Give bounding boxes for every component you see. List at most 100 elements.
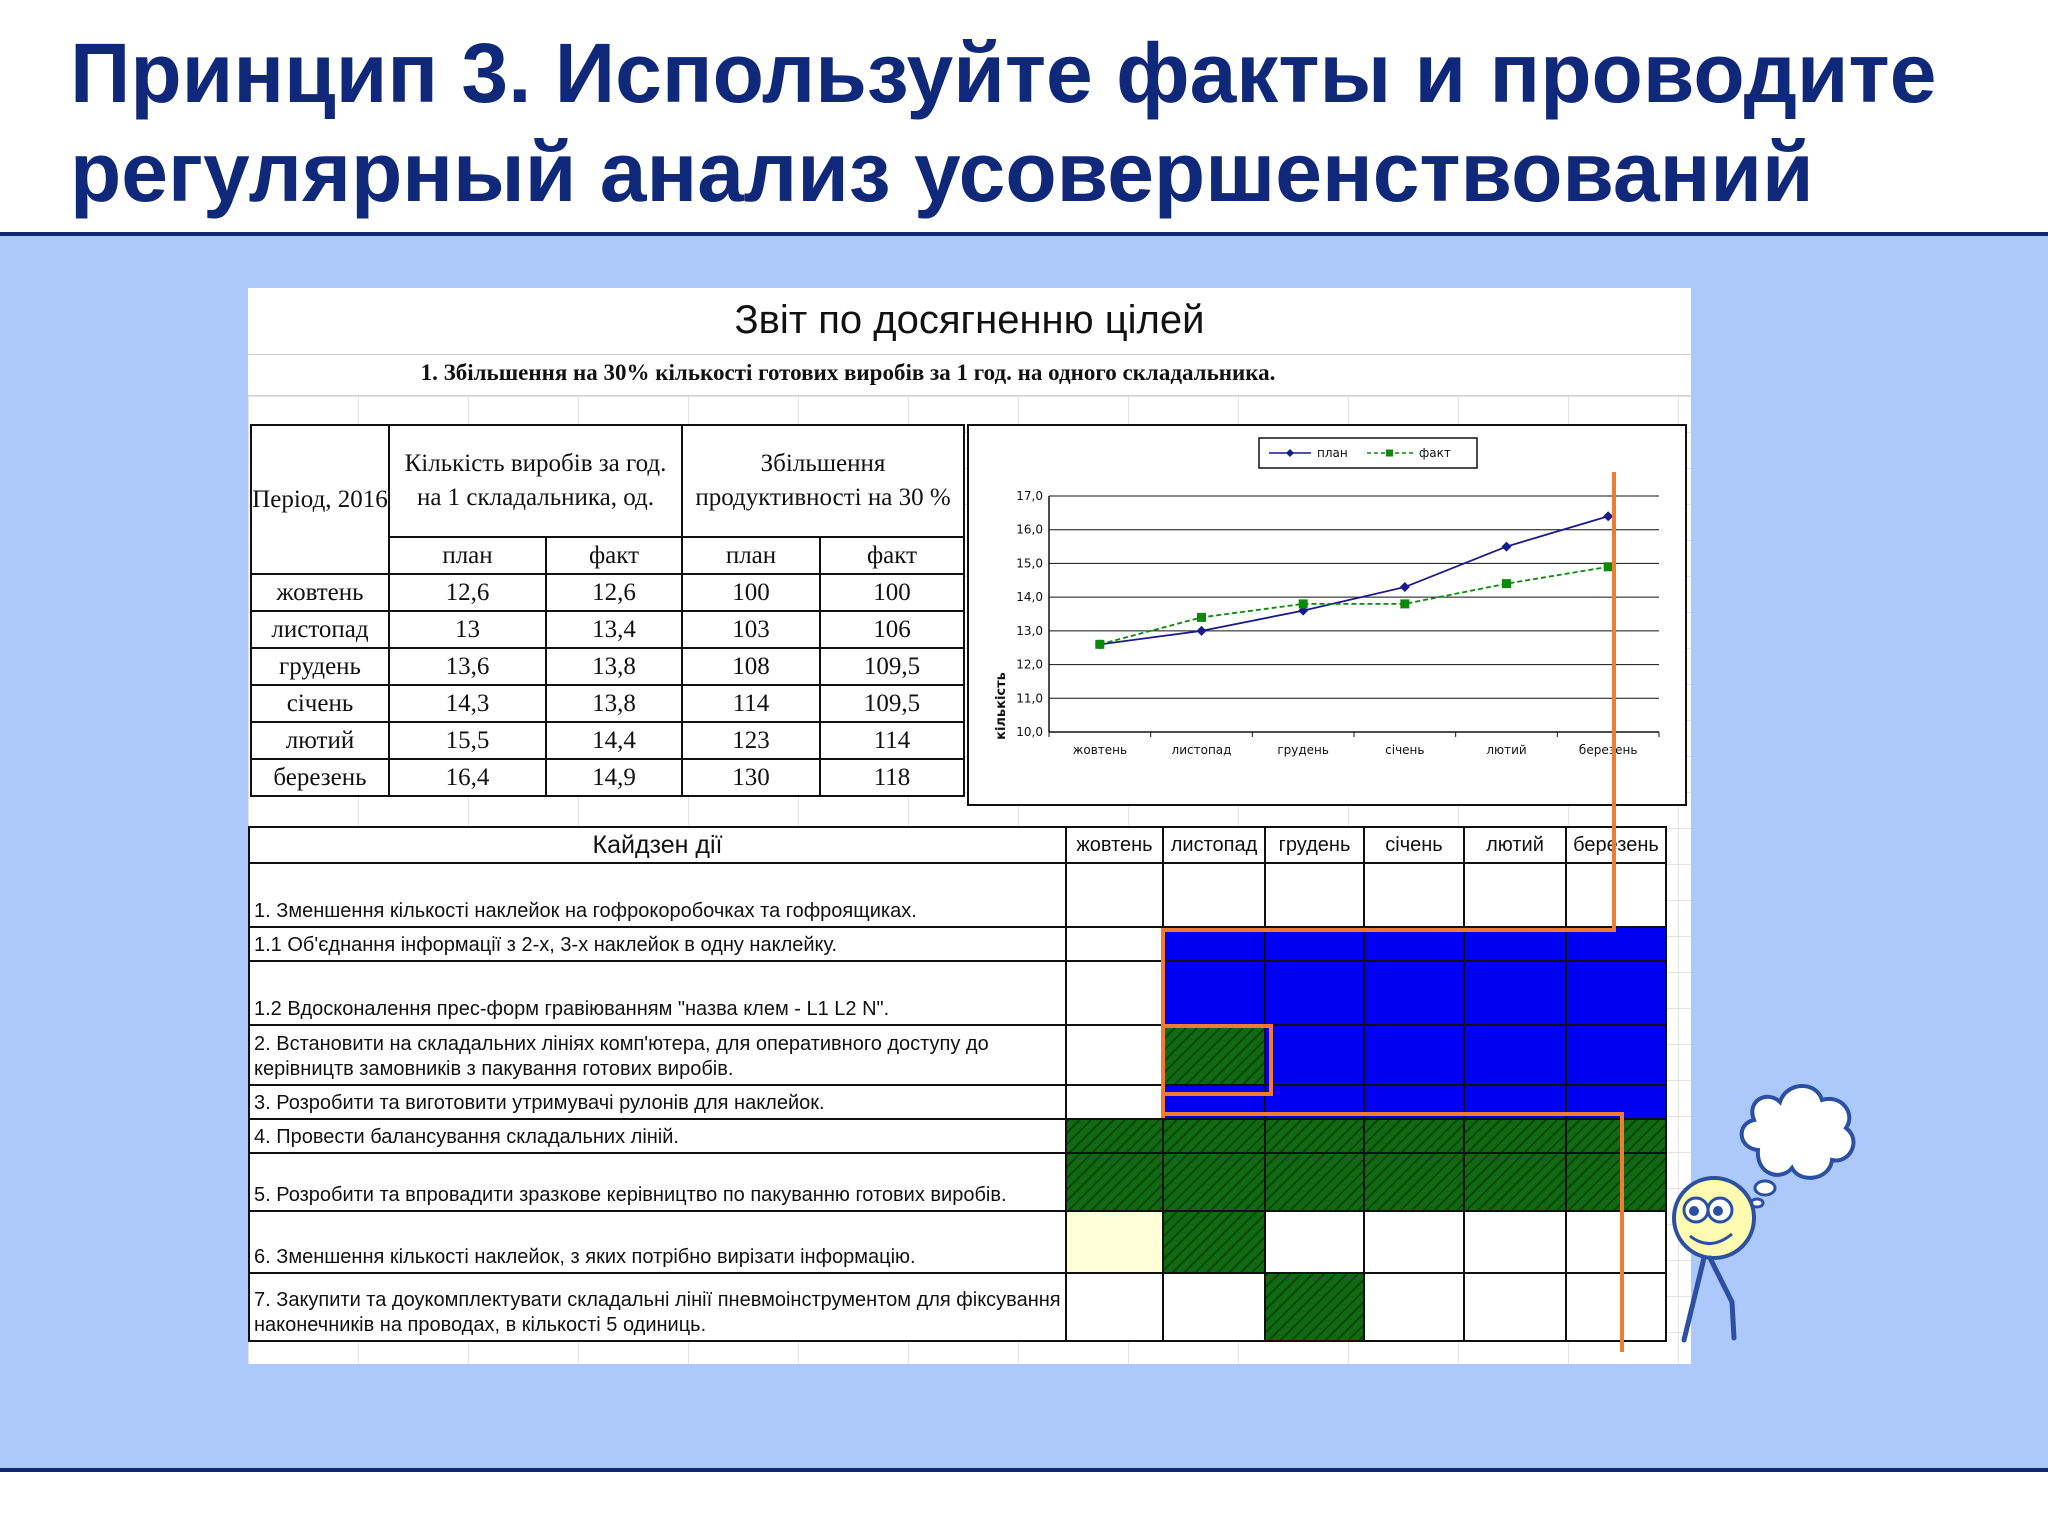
table-row: лютий 15,5 14,4 123 114 xyxy=(250,721,965,760)
schedule-cell-done xyxy=(1463,1152,1567,1212)
schedule-cell xyxy=(1065,1272,1164,1342)
cell-inc-plan: 130 xyxy=(681,758,821,797)
goal-row xyxy=(248,354,1691,396)
schedule-cell-done xyxy=(1363,1152,1465,1212)
month-header: лютий xyxy=(1463,826,1567,864)
y-tick-label: 17,0 xyxy=(1016,489,1043,503)
x-tick-label: березень xyxy=(1579,743,1637,757)
action-row: 7. Закупити та доукомплектувати складаль… xyxy=(248,1272,1667,1342)
data-point-факт xyxy=(1400,599,1410,609)
schedule-cell-done xyxy=(1065,1118,1164,1154)
schedule-cell xyxy=(1565,1272,1667,1342)
schedule-cell-done xyxy=(1363,1118,1465,1154)
y-tick-label: 14,0 xyxy=(1016,590,1043,604)
schedule-cell-active xyxy=(1565,926,1667,962)
kaizen-actions-table: Кайдзен дії жовтень листопад грудень січ… xyxy=(248,826,1667,1342)
cell-inc-fact: 109,5 xyxy=(819,647,965,686)
schedule-cell xyxy=(1065,1084,1164,1120)
schedule-cell-done xyxy=(1264,1152,1365,1212)
schedule-cell-done xyxy=(1565,1152,1667,1212)
cell-qty-plan: 14,3 xyxy=(388,684,547,723)
data-point-факт xyxy=(1197,612,1206,622)
action-row: 5. Розробити та впровадити зразкове кері… xyxy=(248,1152,1667,1212)
x-tick-label: листопад xyxy=(1172,743,1232,757)
schedule-cell-active xyxy=(1162,926,1266,962)
schedule-cell-active xyxy=(1363,960,1465,1026)
schedule-cell-active xyxy=(1264,1084,1365,1120)
cell-month: лютий xyxy=(250,721,390,760)
cell-inc-plan: 108 xyxy=(681,647,821,686)
schedule-cell xyxy=(1065,926,1164,962)
schedule-cell-active xyxy=(1162,960,1266,1026)
month-header: жовтень xyxy=(1065,826,1164,864)
schedule-cell xyxy=(1363,1210,1465,1274)
cell-inc-fact: 106 xyxy=(819,610,965,649)
schedule-cell-done xyxy=(1463,1118,1567,1154)
y-tick-label: 11,0 xyxy=(1016,691,1043,705)
y-tick-label: 16,0 xyxy=(1016,523,1043,537)
title-divider xyxy=(0,232,2048,236)
cell-qty-fact: 14,4 xyxy=(545,721,683,760)
data-point-факт xyxy=(1502,579,1511,589)
schedule-cell-active xyxy=(1463,1084,1567,1120)
sub-fact: факт xyxy=(819,536,965,575)
legend-plan-marker xyxy=(1286,449,1294,457)
chart-legend: план факт xyxy=(1258,437,1478,469)
schedule-cell-done xyxy=(1162,1024,1266,1086)
sub-fact: факт xyxy=(545,536,683,575)
col-increase: Збільшення продуктивності на 30 % xyxy=(681,424,965,538)
cell-month: листопад xyxy=(250,610,390,649)
action-label: 7. Закупити та доукомплектувати складаль… xyxy=(248,1272,1067,1342)
schedule-cell xyxy=(1565,862,1667,928)
cell-inc-plan: 103 xyxy=(681,610,821,649)
schedule-cell-active xyxy=(1264,1024,1365,1086)
cell-qty-plan: 13,6 xyxy=(388,647,547,686)
schedule-cell-done xyxy=(1264,1118,1365,1154)
cell-inc-fact: 100 xyxy=(819,573,965,612)
month-header: грудень xyxy=(1264,826,1365,864)
cell-qty-plan: 12,6 xyxy=(388,573,547,612)
action-row: 4. Провести балансування складальних лін… xyxy=(248,1118,1667,1154)
x-tick-label: грудень xyxy=(1277,743,1329,757)
col-qty: Кількість виробів за год. на 1 складальн… xyxy=(388,424,683,538)
cell-inc-plan: 123 xyxy=(681,721,821,760)
x-tick-label: лютий xyxy=(1486,743,1526,757)
schedule-cell-planned xyxy=(1065,1210,1164,1274)
schedule-cell-active xyxy=(1264,960,1365,1026)
schedule-cell-active xyxy=(1463,1024,1567,1086)
action-row: 3. Розробити та виготовити утримувачі ру… xyxy=(248,1084,1667,1120)
data-point-факт xyxy=(1603,562,1613,572)
chart-canvas: план факт кількість 10,0 11,0 12,0 13,0 14,0… xyxy=(994,437,1660,757)
table-row: жовтень 12,6 12,6 100 100 xyxy=(250,573,965,612)
schedule-cell-done xyxy=(1565,1118,1667,1154)
data-point-план xyxy=(1399,582,1410,593)
schedule-cell xyxy=(1463,1210,1567,1274)
thought-cloud-icon xyxy=(1739,1084,1856,1209)
legend-plan-label: план xyxy=(1317,446,1348,460)
table-row: грудень 13,6 13,8 108 109,5 xyxy=(250,647,965,686)
goal-heading: 1. Збільшення на 30% кількості готових в… xyxy=(420,360,1276,385)
x-tick-label: жовтень xyxy=(1073,743,1128,757)
schedule-cell-active xyxy=(1363,926,1465,962)
schedule-cell xyxy=(1264,1210,1365,1274)
schedule-cell-done xyxy=(1162,1152,1266,1212)
action-label: 1.1 Об'єднання інформації з 2-х, 3-х нак… xyxy=(248,926,1067,962)
month-header: березень xyxy=(1565,826,1667,864)
cell-qty-fact: 13,4 xyxy=(545,610,683,649)
schedule-cell xyxy=(1363,1272,1465,1342)
data-point-факт xyxy=(1095,639,1105,649)
series-line-факт xyxy=(1099,565,1609,646)
cell-month: січень xyxy=(250,684,390,723)
table-row: січень 14,3 13,8 114 109,5 xyxy=(250,684,965,723)
schedule-cell-active xyxy=(1565,960,1667,1026)
cell-qty-plan: 15,5 xyxy=(388,721,547,760)
bottom-divider xyxy=(0,1468,2048,1472)
col-period: Період, 2016 xyxy=(250,424,390,575)
series-line-план xyxy=(1099,515,1609,646)
x-tick-label: січень xyxy=(1385,743,1424,757)
person-icon xyxy=(1672,1176,1756,1343)
schedule-cell-active xyxy=(1162,1084,1266,1120)
table-row: березень 16,4 14,9 130 118 xyxy=(250,758,965,797)
productivity-chart: план факт кількість 10,0 11,0 12,0 13,0 14,0… xyxy=(967,424,1687,806)
action-label: 6. Зменшення кількості наклейок, з яких … xyxy=(248,1210,1067,1274)
